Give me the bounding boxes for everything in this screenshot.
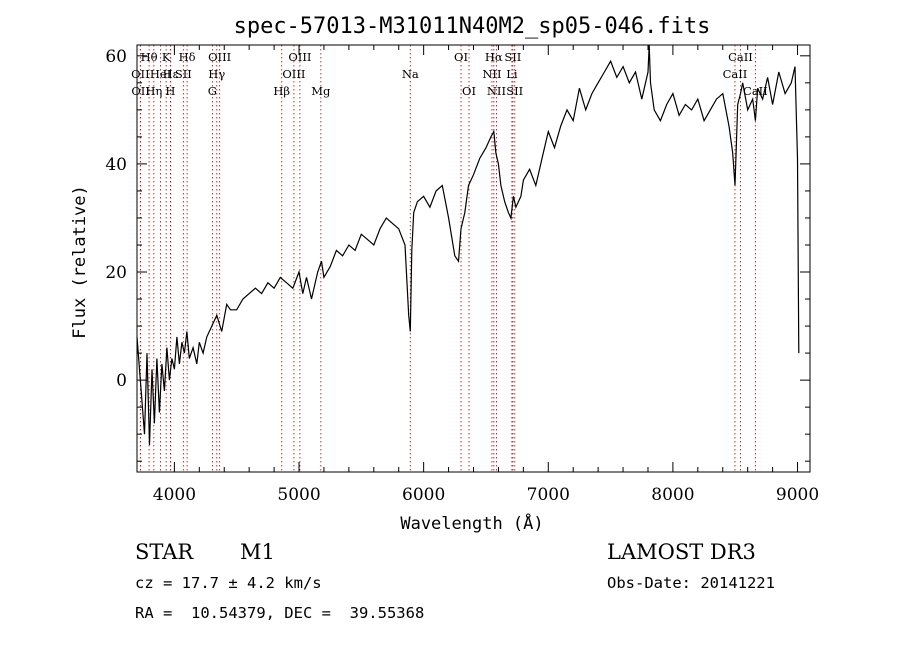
spectral-line-label-11: Hγ <box>208 67 225 81</box>
spectral-line-label-14: OIII <box>288 50 311 64</box>
spectral-line-label-17: Na <box>402 67 419 81</box>
y-tick-label-60: 60 <box>105 47 127 67</box>
x-tick-label-6000: 6000 <box>402 485 445 505</box>
chart-title: spec-57013-M31011N40M2_sp05-046.fits <box>234 14 711 39</box>
spectral-line-label-24: NII <box>487 84 506 98</box>
spectral-line-label-22: NII <box>482 67 501 81</box>
spectral-line-label-3: Hε <box>163 67 179 81</box>
subclass: M1 <box>240 540 275 564</box>
x-tick-label-9000: 9000 <box>776 485 819 505</box>
y-tick-label-0: 0 <box>116 371 127 391</box>
spectral-line-label-23: Li <box>506 67 518 81</box>
x-tick-label-4000: 4000 <box>153 485 196 505</box>
y-tick-label-20: 20 <box>105 263 127 283</box>
y-axis-label: Flux (relative) <box>70 185 90 339</box>
spectral-line-label-6: Hη <box>145 84 162 98</box>
survey-name: LAMOST DR3 <box>607 540 756 564</box>
spectral-line-label-20: Hα <box>485 50 503 64</box>
spectral-line-label-28: CaII <box>743 84 768 98</box>
spectral-line-label-7: H <box>165 84 175 98</box>
x-tick-label-5000: 5000 <box>277 485 320 505</box>
obs-date: Obs-Date: 20141221 <box>607 574 775 592</box>
axis-ticks <box>137 45 810 472</box>
spectral-line-label-19: OI <box>462 84 476 98</box>
spectral-line-label-27: CaII <box>723 67 748 81</box>
spectral-line-label-26: CaII <box>728 50 753 64</box>
spectral-line-label-16: Mg <box>311 84 331 98</box>
spectral-line-label-1: OII <box>131 67 150 81</box>
x-tick-label-8000: 8000 <box>651 485 694 505</box>
y-tick-label-40: 40 <box>105 155 127 175</box>
redshift-value: cz = 17.7 ± 4.2 km/s <box>135 574 322 592</box>
spectrum-series-line <box>136 44 800 446</box>
spectral-line-label-0: Hθ <box>141 50 158 64</box>
plot-frame <box>136 44 811 473</box>
spectral-line-label-12: G <box>208 84 217 98</box>
spectral-line-label-4: K <box>162 50 171 64</box>
spectral-line-label-2: OII <box>131 84 150 98</box>
spectral-line-label-5: HeI <box>150 67 171 81</box>
x-tick-label-7000: 7000 <box>527 485 570 505</box>
spectral-line-label-25: SII <box>506 84 523 98</box>
spectral-line-label-9: Hδ <box>179 50 196 64</box>
axis-tick-labels: 4000 5000 6000 7000 8000 9000 0 20 40 60 <box>105 47 819 505</box>
spectral-line-label-13: Hβ <box>273 84 290 98</box>
coordinates: RA = 10.54379, DEC = 39.55368 <box>135 604 425 622</box>
spectral-line-label-10: OIII <box>208 50 231 64</box>
x-axis-label: Wavelength (Å) <box>400 512 543 534</box>
spectral-line-label-21: SII <box>504 50 521 64</box>
object-type: STAR <box>135 540 194 564</box>
spectral-line-markers <box>139 45 756 472</box>
spectral-line-label-18: OI <box>454 50 468 64</box>
spectral-line-label-15: OIII <box>282 67 305 81</box>
spectral-line-label-8: SII <box>175 67 192 81</box>
